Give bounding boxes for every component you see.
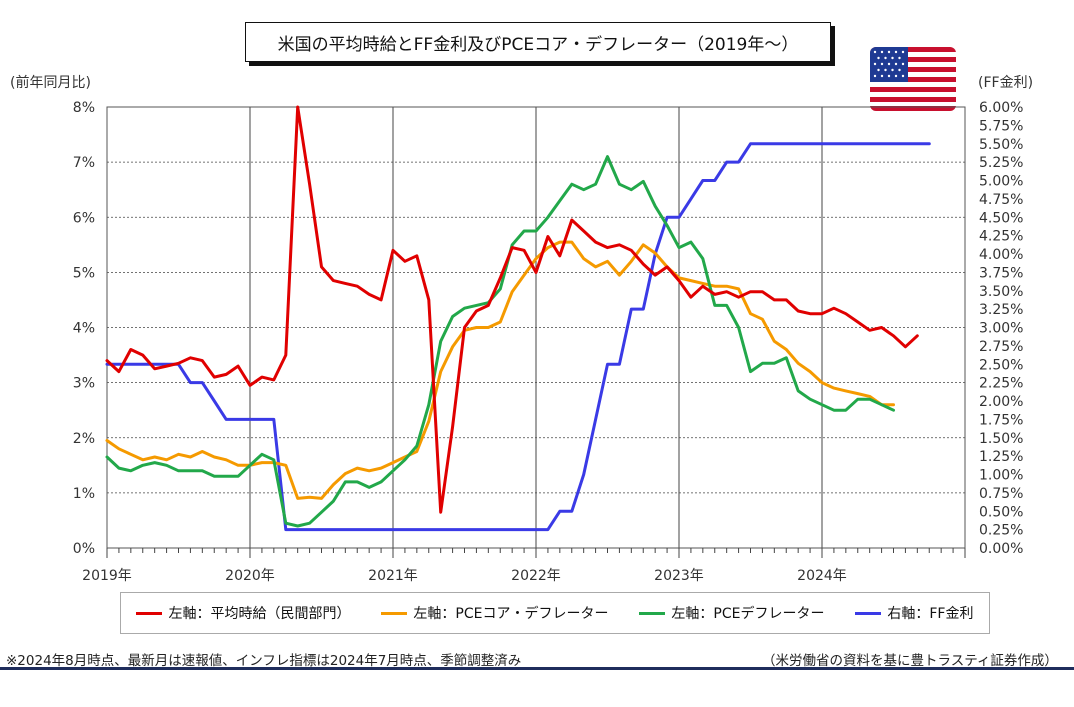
x-tick-label: 2023年 [654, 568, 704, 584]
right-tick-label: 3.75% [979, 265, 1023, 281]
legend-item-pce: 左軸：PCEデフレーター [639, 603, 824, 623]
left-tick-label: 7% [73, 155, 95, 171]
footnote-left: ※2024年8月時点、最新月は速報値、インフレ指標は2024年7月時点、季節調整… [6, 653, 522, 669]
legend-label-wages: 左軸：平均時給（民間部門） [168, 606, 351, 622]
right-tick-label: 1.50% [979, 431, 1023, 447]
right-tick-label: 2.25% [979, 376, 1023, 392]
legend-swatch-core-pce [381, 611, 408, 615]
left-tick-label: 0% [73, 541, 95, 557]
right-tick-label: 5.50% [979, 137, 1023, 153]
right-tick-label: 5.00% [979, 174, 1023, 190]
left-tick-label: 6% [73, 210, 95, 226]
right-tick-label: 0.50% [979, 504, 1023, 520]
right-tick-label: 5.75% [979, 118, 1023, 134]
right-tick-label: 1.00% [979, 468, 1023, 484]
right-tick-label: 1.25% [979, 449, 1023, 465]
right-tick-label: 6.00% [979, 100, 1023, 116]
x-tick-label: 2022年 [511, 568, 561, 584]
legend: 左軸：平均時給（民間部門） 左軸：PCEコア・デフレーター 左軸：PCEデフレー… [120, 592, 990, 634]
x-tick-label: 2020年 [225, 568, 275, 584]
right-tick-label: 4.75% [979, 192, 1023, 208]
right-axis-unit: (FF金利) [978, 75, 1034, 91]
legend-swatch-wages [136, 611, 163, 615]
left-tick-label: 5% [73, 265, 95, 281]
x-tick-label: 2019年 [82, 568, 132, 584]
legend-label-core-pce: 左軸：PCEコア・デフレーター [413, 606, 609, 622]
right-tick-label: 4.00% [979, 247, 1023, 263]
us-flag-icon [870, 47, 956, 111]
right-tick-label: 0.75% [979, 486, 1023, 502]
legend-item-core-pce: 左軸：PCEコア・デフレーター [381, 603, 608, 623]
legend-label-ff-rate: 右軸：FF金利 [887, 606, 974, 622]
legend-swatch-ff-rate [855, 611, 882, 615]
right-tick-label: 3.25% [979, 302, 1023, 318]
left-tick-label: 8% [73, 100, 95, 116]
series-line [105, 105, 919, 514]
x-tick-label: 2024年 [797, 568, 847, 584]
right-tick-label: 4.50% [979, 210, 1023, 226]
left-tick-label: 2% [73, 431, 95, 447]
left-tick-label: 1% [73, 486, 95, 502]
bottom-rule [0, 667, 1074, 670]
right-tick-label: 1.75% [979, 412, 1023, 428]
series-line [105, 142, 931, 532]
footnote-right: （米労働省の資料を基に豊トラスティ証券作成） [762, 653, 1058, 669]
series-line [105, 155, 895, 528]
right-tick-label: 2.00% [979, 394, 1023, 410]
legend-item-wages: 左軸：平均時給（民間部門） [136, 603, 350, 623]
legend-label-pce: 左軸：PCEデフレーター [671, 606, 825, 622]
legend-swatch-pce [639, 611, 666, 615]
right-tick-label: 0.25% [979, 523, 1023, 539]
right-tick-label: 3.50% [979, 284, 1023, 300]
right-tick-label: 2.75% [979, 339, 1023, 355]
left-axis-unit: (前年同月比) [10, 75, 91, 91]
right-tick-label: 2.50% [979, 357, 1023, 373]
series-line [105, 240, 895, 500]
left-tick-label: 4% [73, 321, 95, 337]
right-tick-label: 5.25% [979, 155, 1023, 171]
right-tick-label: 3.00% [979, 321, 1023, 337]
right-tick-label: 0.00% [979, 541, 1023, 557]
left-tick-label: 3% [73, 376, 95, 392]
chart-title: 米国の平均時給とFF金利及びPCEコア・デフレーター（2019年～） [245, 22, 831, 62]
legend-item-ff-rate: 右軸：FF金利 [855, 603, 973, 623]
right-tick-label: 4.25% [979, 229, 1023, 245]
x-tick-label: 2021年 [368, 568, 418, 584]
